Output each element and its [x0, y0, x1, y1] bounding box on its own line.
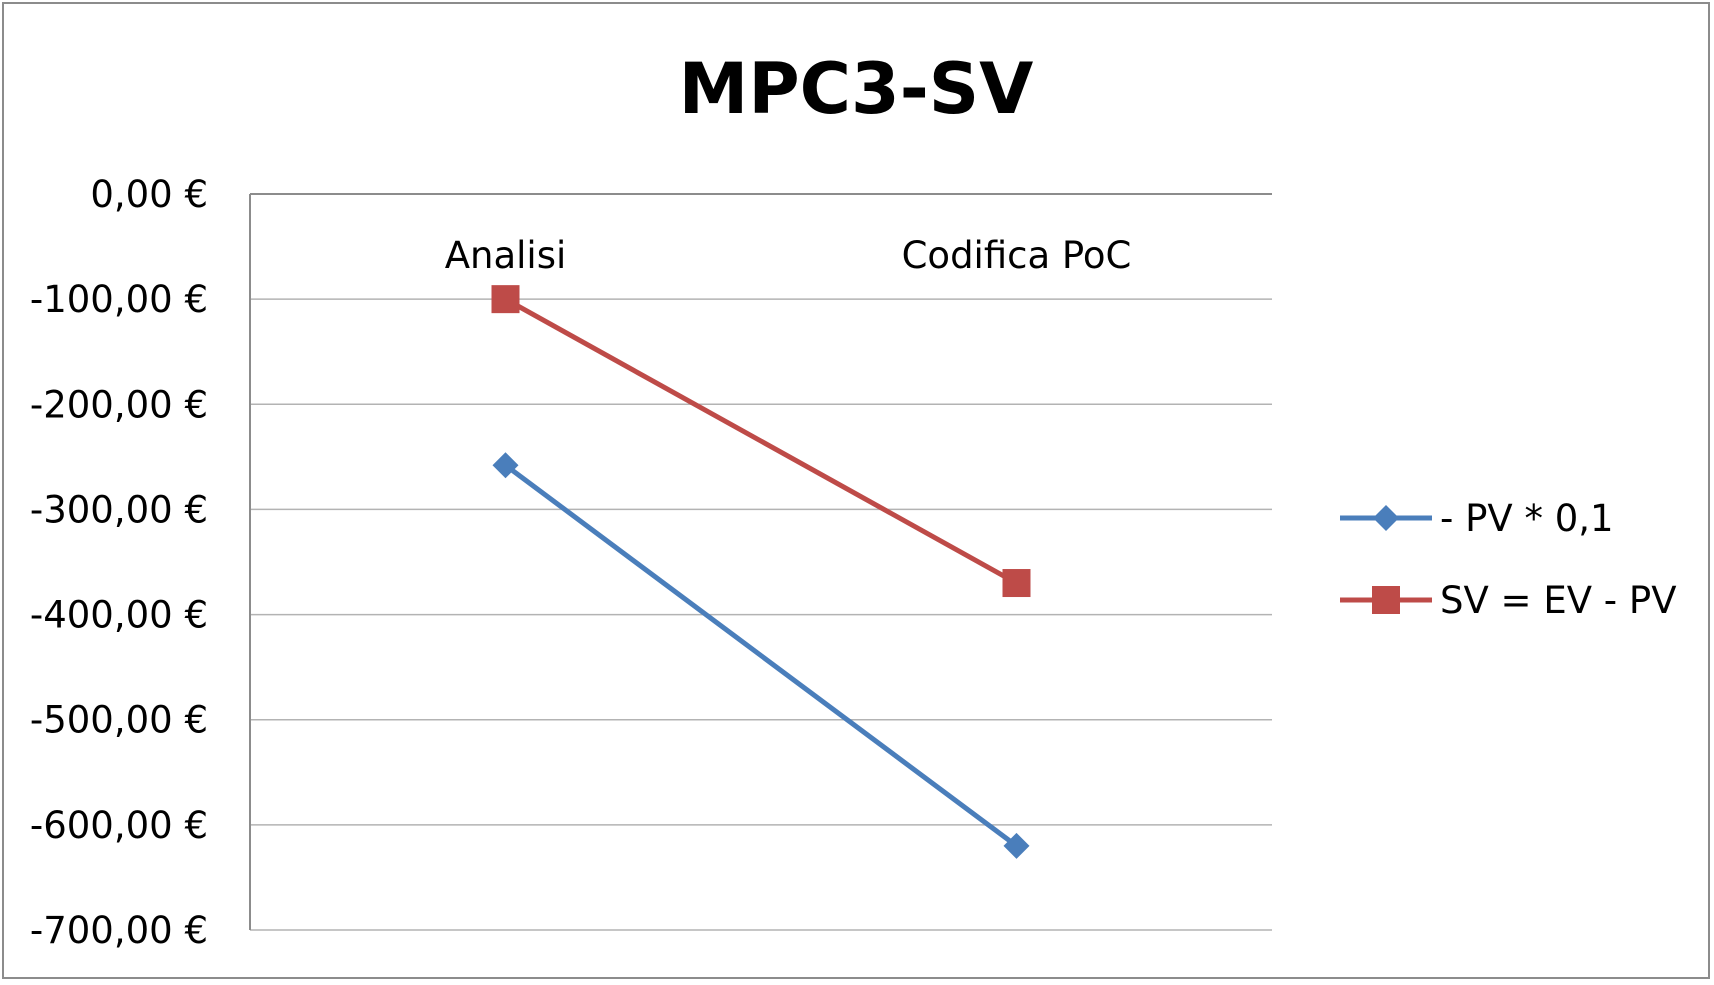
- x-category-label: Analisi: [445, 234, 567, 277]
- y-axis-ticks: 0,00 € -100,00 € -200,00 € -300,00 € -400,00…: [30, 173, 208, 952]
- series-marker-square: [1002, 569, 1031, 598]
- series-line: [504, 296, 1018, 586]
- series-2: [491, 285, 1031, 598]
- series-marker-diamond: [1373, 505, 1399, 531]
- series-group: [491, 285, 1031, 859]
- axes: [249, 193, 1272, 930]
- legend-item: SV = EV - PV: [1340, 579, 1677, 622]
- series-line: [504, 463, 1018, 848]
- series-marker-diamond: [492, 452, 519, 479]
- gridlines: [250, 298, 1272, 931]
- x-axis-categories: Analisi Codifica PoC: [445, 234, 1132, 277]
- legend-label: SV = EV - PV: [1440, 579, 1677, 622]
- legend-item: - PV * 0,1: [1340, 497, 1614, 540]
- y-tick-label: -300,00 €: [30, 488, 208, 531]
- legend-label: - PV * 0,1: [1440, 497, 1614, 540]
- y-tick-label: -400,00 €: [30, 594, 208, 637]
- x-category-label: Codifica PoC: [902, 234, 1132, 277]
- y-tick-label: -500,00 €: [30, 699, 208, 742]
- series-marker-diamond: [1003, 832, 1030, 859]
- series-marker-square: [1372, 586, 1400, 614]
- y-tick-label: -600,00 €: [30, 804, 208, 847]
- y-tick-label: 0,00 €: [90, 173, 208, 216]
- series-marker-square: [491, 285, 520, 314]
- chart-title: MPC3-SV: [679, 48, 1034, 130]
- y-tick-label: -700,00 €: [30, 909, 208, 952]
- legend: - PV * 0,1 SV = EV - PV: [1340, 497, 1677, 622]
- series-1: [492, 452, 1030, 859]
- y-tick-label: -100,00 €: [30, 278, 208, 321]
- y-tick-label: -200,00 €: [30, 383, 208, 426]
